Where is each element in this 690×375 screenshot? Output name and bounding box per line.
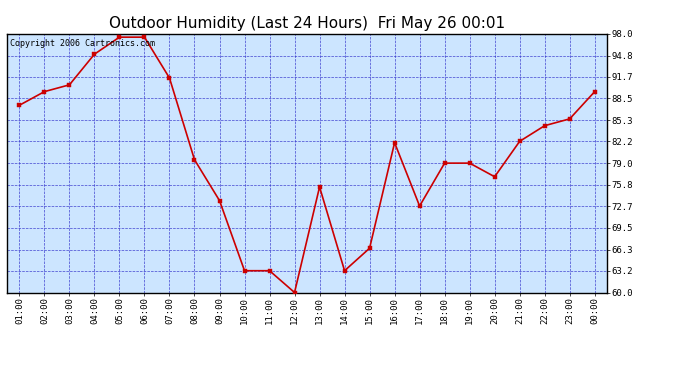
- Text: Copyright 2006 Cartronics.com: Copyright 2006 Cartronics.com: [10, 39, 155, 48]
- Title: Outdoor Humidity (Last 24 Hours)  Fri May 26 00:01: Outdoor Humidity (Last 24 Hours) Fri May…: [109, 16, 505, 31]
